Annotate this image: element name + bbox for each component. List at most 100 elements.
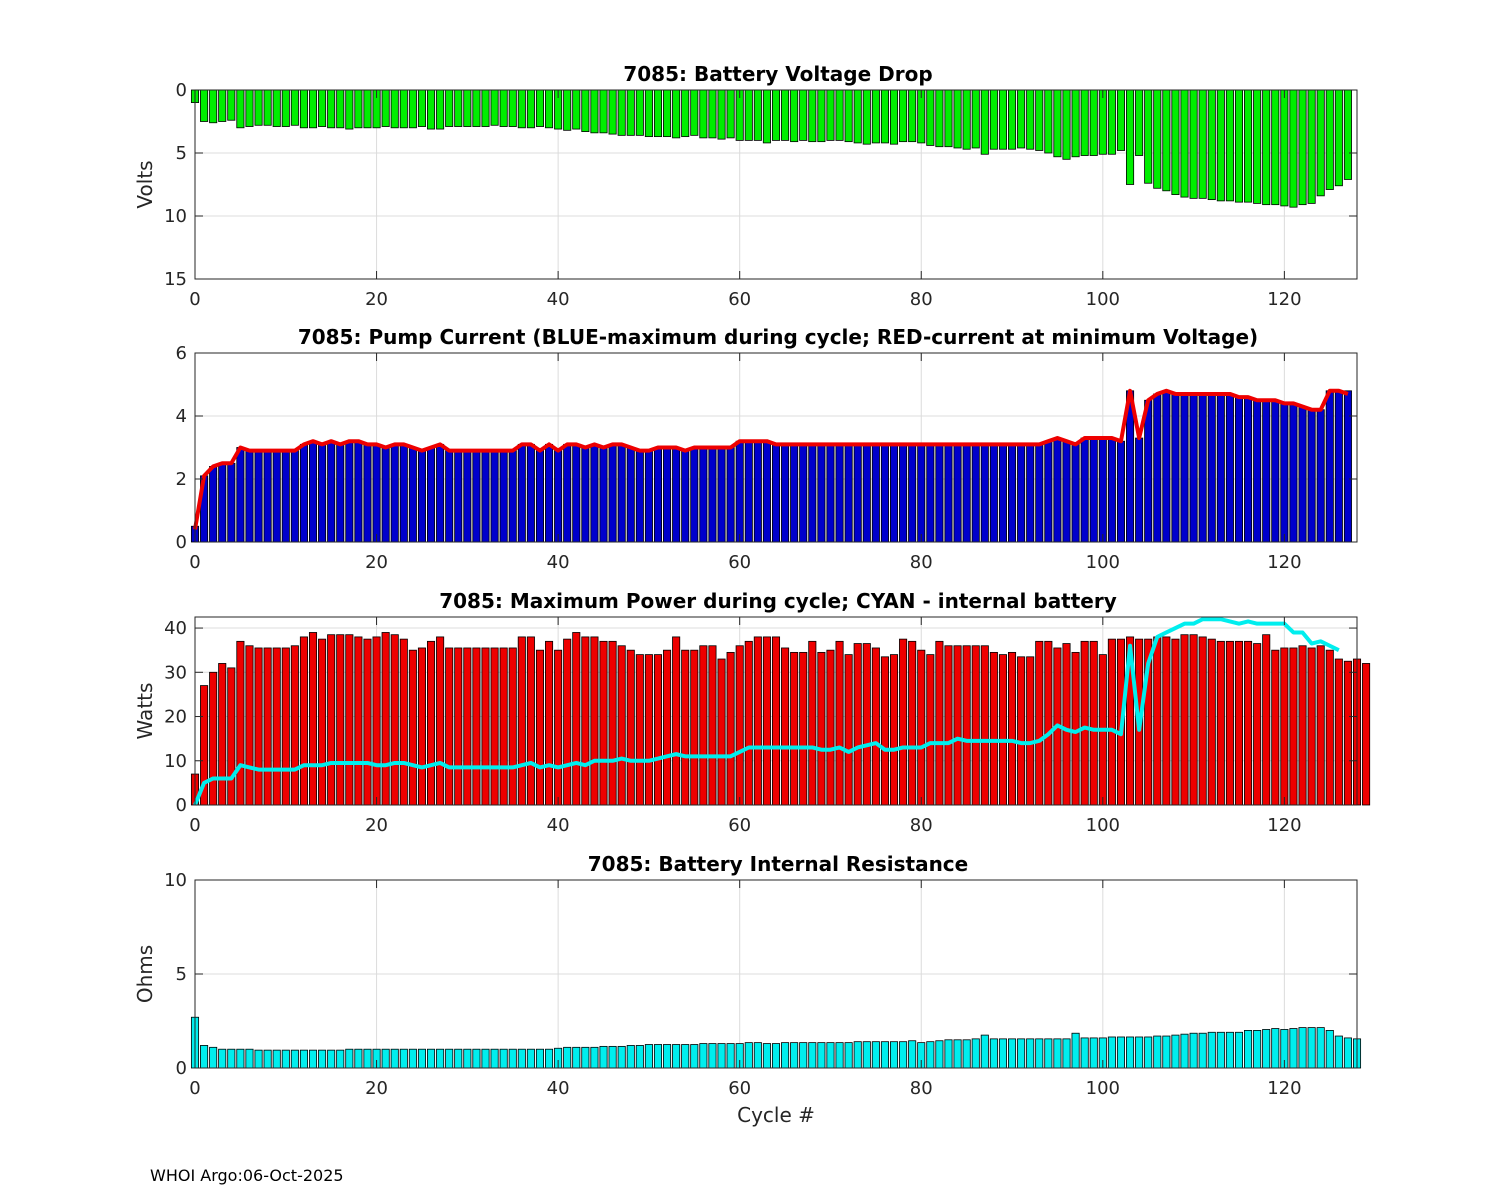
bar (1280, 647, 1289, 806)
bar (245, 645, 254, 806)
bar (871, 89, 880, 144)
bar (1262, 89, 1271, 206)
bar (608, 640, 617, 806)
bar (726, 89, 735, 139)
bar (781, 647, 790, 806)
bar (499, 1048, 508, 1069)
chart-panel-2: 0 20 40 60 80 100 120 0 2 4 6 7085: Pump Current (B… (176, 325, 1358, 573)
bar (1017, 89, 1026, 149)
bar (708, 89, 717, 139)
bar (399, 1048, 408, 1069)
bar (327, 89, 336, 129)
bar (1080, 640, 1089, 806)
bar (1225, 1031, 1234, 1069)
bar (1280, 402, 1289, 543)
bar (844, 89, 853, 143)
bar (445, 450, 454, 543)
bar (1262, 399, 1271, 543)
bar (263, 450, 272, 543)
bar (962, 645, 971, 806)
bar (1207, 89, 1216, 201)
bar (572, 1046, 581, 1069)
bar (554, 649, 563, 806)
bar (254, 450, 263, 543)
bar (762, 636, 771, 806)
bar (1171, 393, 1180, 543)
bar (944, 1039, 953, 1069)
bar (490, 450, 499, 543)
bar (200, 1045, 209, 1069)
bar (880, 89, 889, 144)
bar (526, 636, 535, 806)
bar (889, 443, 899, 543)
bar (417, 1048, 426, 1069)
bar (363, 1048, 372, 1069)
bar (817, 443, 826, 543)
bar (336, 634, 345, 806)
bar (218, 1048, 227, 1069)
bar (699, 645, 708, 806)
x-axis-label: Cycle # (737, 1103, 815, 1127)
bar (1207, 638, 1216, 806)
bar (354, 89, 363, 129)
bar (399, 443, 408, 543)
bar (209, 465, 218, 543)
bar (254, 1049, 263, 1069)
bar (599, 89, 608, 134)
bar (354, 636, 363, 806)
bar (1262, 634, 1271, 806)
bar (299, 89, 308, 129)
bar (1225, 89, 1234, 202)
bar (835, 640, 844, 806)
bar (962, 443, 971, 543)
bar (426, 89, 436, 130)
bar (1216, 640, 1225, 806)
bar (626, 649, 635, 806)
bar (590, 1046, 599, 1069)
bar (281, 647, 290, 806)
bar (644, 450, 653, 543)
bar (644, 1044, 653, 1069)
bar (771, 1043, 781, 1069)
bar (998, 443, 1007, 543)
bar (254, 647, 263, 806)
x-tick-label: 60 (728, 815, 751, 836)
bar (1062, 440, 1071, 543)
x-tick-label: 100 (1086, 289, 1120, 310)
x-tick-label: 0 (189, 815, 200, 836)
bar (408, 447, 417, 543)
bar (835, 89, 844, 141)
bar (463, 647, 472, 806)
x-tick-label: 80 (910, 815, 933, 836)
bar (1343, 660, 1352, 806)
bar (272, 89, 281, 127)
bar (1253, 643, 1262, 806)
bar (336, 1049, 345, 1069)
bar (880, 1041, 889, 1069)
bar (372, 636, 381, 806)
bar (345, 440, 354, 543)
bar (753, 89, 762, 141)
series-line-2 (193, 617, 1340, 806)
bar (308, 632, 318, 806)
bar (1153, 393, 1162, 543)
bar (417, 89, 426, 127)
bar (935, 1040, 944, 1069)
bar (926, 443, 935, 543)
bar (445, 1048, 454, 1069)
bar (209, 671, 218, 806)
bar (1089, 640, 1098, 806)
bar (1334, 89, 1343, 187)
bar (1153, 89, 1162, 189)
bar (436, 443, 445, 543)
bar (363, 443, 372, 543)
bar (599, 447, 608, 543)
bar (998, 1038, 1007, 1069)
bar (290, 450, 299, 543)
bar (227, 667, 236, 806)
bar (545, 640, 554, 806)
bar (390, 1048, 399, 1069)
bar (1325, 649, 1334, 806)
bar (535, 450, 545, 543)
bar (672, 89, 681, 139)
